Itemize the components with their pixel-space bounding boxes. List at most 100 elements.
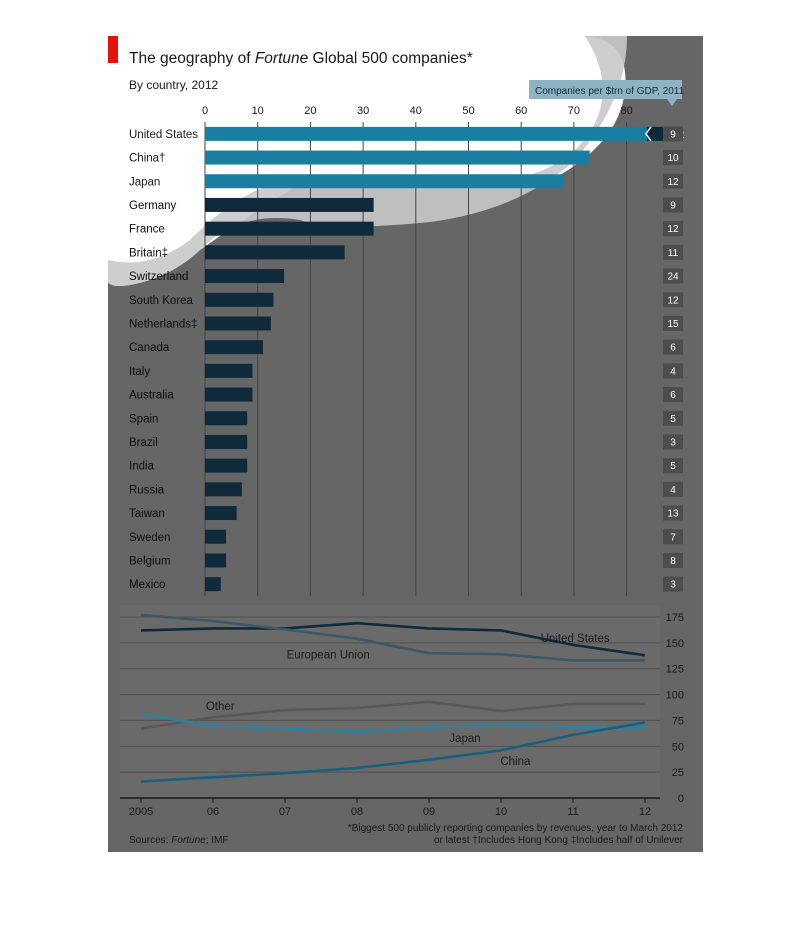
y-tick-label: 175 — [666, 612, 684, 624]
series-line — [140, 621, 646, 657]
category-label: Canada — [129, 342, 170, 354]
x-tick-label: 10 — [252, 105, 264, 117]
secondary-value-box — [663, 244, 683, 260]
category-label: Australia — [129, 390, 174, 402]
y-tick-label: 150 — [666, 638, 684, 650]
bar — [205, 553, 227, 568]
secondary-value-box — [663, 292, 683, 308]
category-label: Switzerland — [129, 271, 188, 283]
y-tick-label: 25 — [672, 767, 684, 779]
secondary-value: 4 — [670, 366, 676, 377]
series-label: United States — [541, 633, 610, 645]
secondary-value-box — [663, 315, 683, 331]
secondary-value-box — [663, 268, 683, 284]
chart-subtitle: By country, 2012 — [129, 78, 218, 92]
x-tick-label: 40 — [410, 105, 422, 117]
category-label: Belgium — [129, 555, 171, 567]
secondary-value-box — [663, 529, 683, 545]
x-tick-label: 06 — [207, 806, 219, 818]
category-label: United States — [129, 129, 198, 141]
x-tick-label: 08 — [351, 806, 363, 818]
line-chart: 0 25 50 75 100 125 150 175 2005 06 07 08 09 10 11 12 Uni… — [120, 605, 684, 818]
bar — [205, 506, 237, 521]
category-label: France — [129, 224, 165, 236]
line-plot-background — [120, 605, 660, 798]
x-tick-label: 30 — [357, 105, 369, 117]
secondary-value: 12 — [667, 224, 679, 235]
series-label: Japan — [449, 733, 480, 745]
series-line — [140, 712, 645, 734]
category-label: Mexico — [129, 579, 165, 591]
bar — [205, 411, 248, 426]
secondary-value-box — [663, 126, 683, 142]
bar — [205, 387, 253, 402]
secondary-value-box — [663, 387, 683, 403]
y-tick-label: 75 — [672, 715, 684, 727]
bar — [205, 197, 374, 212]
accent-bar — [108, 36, 118, 63]
series-label: Other — [206, 701, 235, 713]
y-tick-label: 125 — [666, 664, 684, 676]
secondary-value-box — [663, 552, 683, 568]
category-label: Germany — [129, 200, 177, 212]
x-tick-label: 20 — [304, 105, 316, 117]
y-tick-label: 50 — [672, 741, 684, 753]
series-label: China — [500, 756, 531, 768]
category-label: Spain — [129, 413, 158, 425]
x-tick-label: 09 — [423, 806, 435, 818]
bar — [205, 221, 374, 236]
bar — [205, 577, 221, 592]
category-label: Brazil — [129, 437, 158, 449]
category-label: Russia — [129, 484, 165, 496]
secondary-value-box — [663, 505, 683, 521]
series-line — [140, 721, 646, 783]
x-tick-label: 50 — [462, 105, 474, 117]
bar — [205, 340, 263, 355]
secondary-header-pointer — [667, 99, 677, 106]
secondary-column-header: Companies per $trn of GDP, 2011 — [535, 86, 685, 97]
secondary-value: 6 — [670, 390, 676, 401]
secondary-value: 3 — [670, 580, 676, 591]
secondary-value: 3 — [670, 437, 676, 448]
secondary-value: 5 — [670, 414, 676, 425]
secondary-value-box — [663, 410, 683, 426]
secondary-value-box — [663, 150, 683, 166]
secondary-value: 24 — [667, 272, 679, 283]
y-tick-label: 100 — [666, 690, 684, 702]
category-label: Taiwan — [129, 508, 165, 520]
bar — [205, 126, 653, 141]
category-label: South Korea — [129, 295, 194, 307]
secondary-value: 4 — [670, 485, 676, 496]
axis-break-marker — [645, 126, 652, 142]
series-line — [140, 613, 645, 662]
secondary-value-box — [663, 363, 683, 379]
secondary-value-box — [663, 173, 683, 189]
secondary-value-box — [663, 458, 683, 474]
secondary-header-box — [529, 80, 682, 99]
category-label: Sweden — [129, 532, 171, 544]
x-tick-label: 07 — [279, 806, 291, 818]
secondary-value: 15 — [667, 319, 679, 330]
bar — [205, 316, 271, 331]
secondary-value: 13 — [667, 509, 679, 520]
secondary-value: 8 — [670, 556, 676, 567]
secondary-value: 7 — [670, 532, 676, 543]
category-label: India — [129, 461, 155, 473]
secondary-value-box — [663, 339, 683, 355]
category-label: Japan — [129, 176, 160, 188]
x-tick-label: 70 — [568, 105, 580, 117]
secondary-value-box — [663, 434, 683, 450]
footnote-line-2: or latest †Includes Hong Kong ‡Includes … — [434, 835, 684, 846]
x-tick-label: 60 — [515, 105, 527, 117]
secondary-value-box — [663, 481, 683, 497]
footnote-line-1: *Biggest 500 publicly reporting companie… — [348, 823, 684, 834]
secondary-value: 10 — [667, 153, 679, 164]
bar — [205, 174, 564, 189]
x-tick-label: 12 — [639, 806, 651, 818]
bar — [205, 363, 253, 378]
bar — [205, 150, 590, 165]
series-line — [140, 700, 645, 730]
bar — [205, 458, 248, 473]
